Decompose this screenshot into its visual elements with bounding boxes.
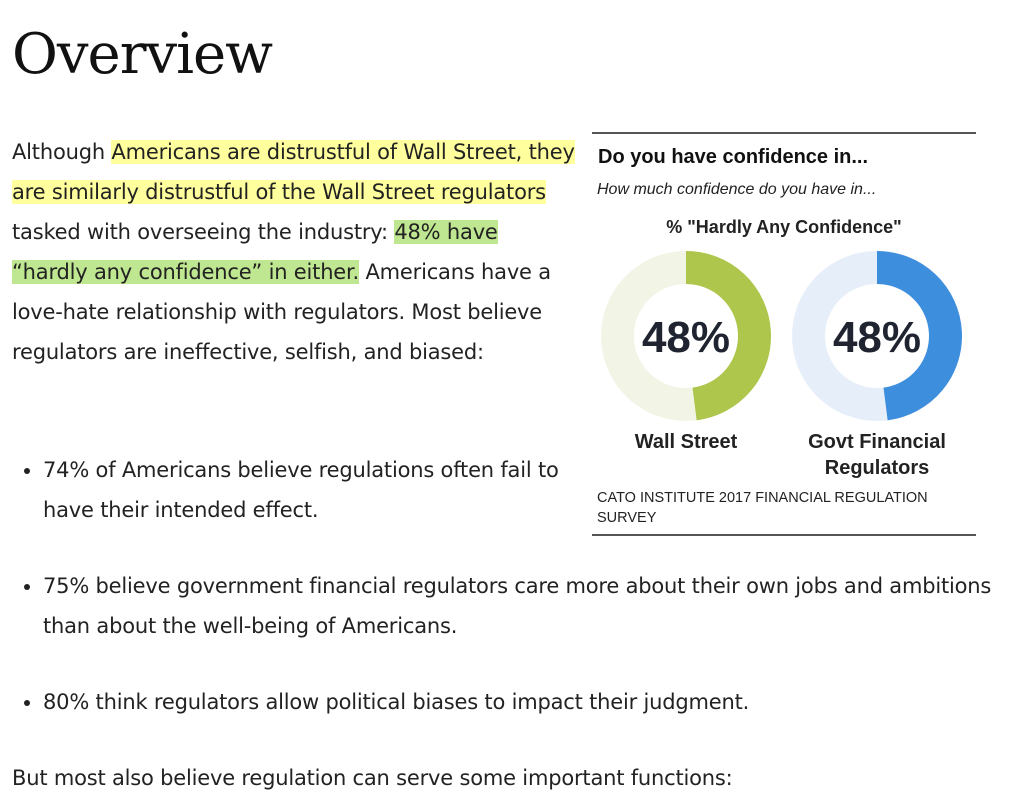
intro-paragraph: Although Americans are distrustful of Wa… (12, 132, 577, 372)
page-title: Overview (12, 22, 273, 87)
bullet-item: 74% of Americans believe regulations oft… (43, 450, 583, 530)
chart-title: Do you have confidence in... (598, 146, 869, 168)
intro-text: Americans have a love-hate relationship … (12, 260, 551, 364)
donut-label-wall-street: Wall Street (634, 431, 738, 453)
donut-value-label: 48% (833, 313, 921, 362)
donut-segment (876, 251, 962, 421)
intro-text: Although (12, 140, 112, 164)
donut-value-label: 48% (642, 313, 730, 362)
donut-charts: 48% 48% (601, 251, 962, 421)
confidence-chart: Do you have confidence in... How much co… (592, 132, 976, 536)
chart-measure: % "Hardly Any Confidence" (666, 217, 902, 237)
chart-subtitle: How much confidence do you have in... (597, 181, 877, 198)
chart-source: CATO INSTITUTE 2017 FINANCIAL REGULATION… (597, 490, 928, 526)
closing-paragraph: But most also believe regulation can ser… (12, 766, 733, 790)
donut-segment (685, 251, 771, 421)
donut-label-regulators: Govt Financial Regulators (808, 431, 946, 479)
intro-text: tasked with overseeing the industry: (12, 220, 395, 244)
bullet-item: 75% believe government financial regulat… (43, 566, 1003, 646)
bullet-item: 80% think regulators allow political bia… (43, 682, 1003, 722)
